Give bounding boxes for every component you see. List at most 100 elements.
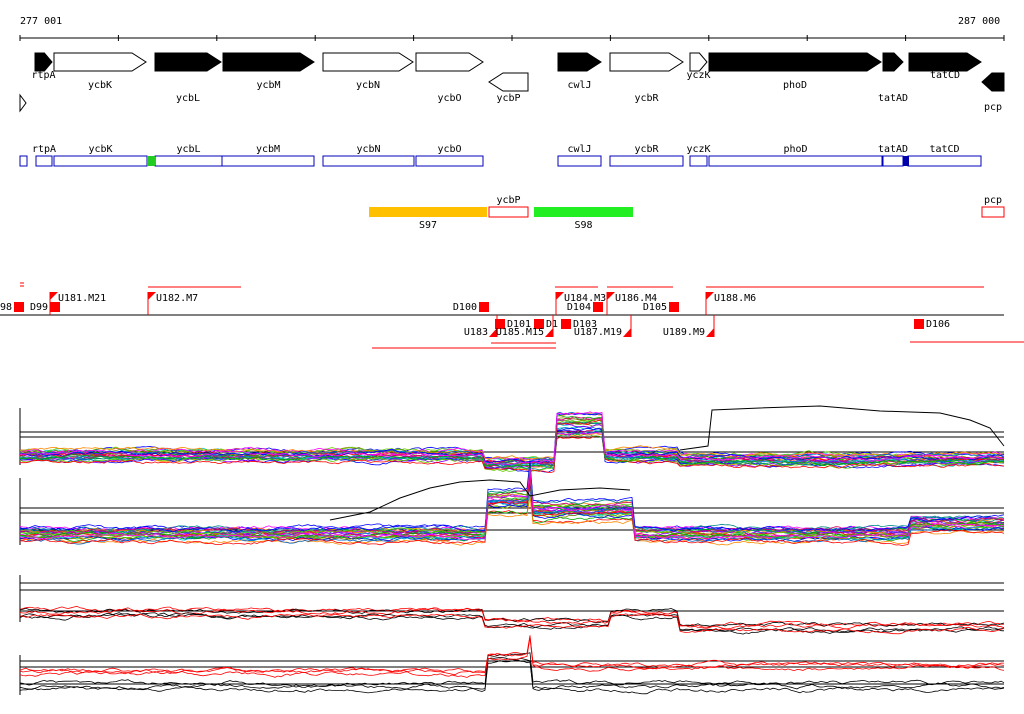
feature-marker-u[interactable]	[545, 328, 553, 337]
expression-trace	[19, 416, 1005, 465]
blue-gene-box[interactable]	[415, 155, 484, 167]
feature-label: D104	[567, 302, 591, 313]
gene-label: ycbK	[88, 80, 112, 91]
feature-marker-d[interactable]	[593, 302, 603, 312]
gene-arrow-tatCD[interactable]	[908, 52, 982, 72]
expression-panel-2	[19, 460, 1005, 547]
segment-label: S98	[574, 220, 592, 231]
expression-trace	[19, 635, 1005, 676]
gene-track-blue: rtpA ycbK ycbL ycbM ycbN ycbO cwlJ ycbR yczK phoD…	[19, 144, 982, 167]
feature-label: D103	[573, 319, 597, 330]
feature-marker-u[interactable]	[706, 328, 714, 337]
feature-marker-d[interactable]	[495, 319, 505, 329]
expression-trace	[19, 413, 1005, 464]
blue-gene-label: ycbO	[437, 144, 461, 155]
gene-arrow-cwlJ[interactable]	[557, 52, 602, 72]
feature-label: D101	[507, 319, 531, 330]
gene-label: cwlJ	[567, 80, 591, 91]
expression-trace	[19, 417, 1005, 462]
gene-arrow-ycbR[interactable]	[609, 52, 684, 72]
feature-label: D98	[0, 302, 12, 313]
feature-label: U185.M15	[496, 327, 544, 338]
feature-marker-d[interactable]	[534, 319, 544, 329]
blue-gene-label: phoD	[783, 144, 807, 155]
blue-gene-box[interactable]	[35, 155, 53, 167]
gene-label: yczK	[686, 70, 710, 81]
expression-trace	[19, 477, 1005, 536]
feature-marker-d[interactable]	[561, 319, 571, 329]
feature-marker-d[interactable]	[914, 319, 924, 329]
expression-trace	[19, 419, 1005, 473]
feature-marker-u[interactable]	[489, 328, 497, 337]
gene-label: pcp	[984, 102, 1002, 113]
expression-trace	[19, 465, 1005, 539]
gene-arrow-tatAD[interactable]	[882, 52, 904, 72]
expression-trace	[19, 612, 1005, 634]
blue-track-mark	[903, 156, 909, 166]
blue-gene-box[interactable]	[19, 155, 28, 167]
gene-arrow-ycbP[interactable]	[488, 72, 529, 92]
expression-trace	[19, 468, 1005, 541]
blue-gene-box[interactable]	[689, 155, 708, 167]
expression-panel-1	[19, 405, 1005, 473]
blue-gene-box[interactable]	[221, 155, 315, 167]
gene-label: ycbR	[634, 93, 659, 104]
feature-label: U188.M6	[714, 293, 756, 304]
blue-gene-box[interactable]	[907, 155, 982, 167]
feature-label: D99	[30, 302, 48, 313]
gene-arrow-phoD[interactable]	[708, 52, 882, 72]
expression-trace	[19, 433, 1005, 471]
expression-panel-4	[19, 635, 1005, 695]
feature-marker-u[interactable]	[607, 292, 615, 300]
gene-arrow-yczK[interactable]	[689, 52, 708, 72]
expression-trace	[19, 652, 1005, 688]
gene-arrow-ycbK[interactable]	[53, 52, 147, 72]
expression-trace	[20, 613, 1005, 635]
segment-S97[interactable]	[369, 207, 487, 217]
blue-track-mark	[147, 156, 155, 166]
feature-label: U183	[464, 327, 488, 338]
feature-label: U182.M7	[156, 293, 198, 304]
expression-trace	[19, 460, 1005, 533]
segment-track: S97 S98 ycbP pcp	[369, 195, 1005, 231]
blue-gene-box[interactable]	[882, 155, 904, 167]
feature-marker-u[interactable]	[50, 292, 58, 300]
expression-trace	[19, 478, 1005, 541]
expression-trace	[19, 656, 1005, 691]
gene-label: ycbO	[437, 93, 461, 104]
red-gene-box-pcp[interactable]	[981, 206, 1005, 218]
gene-label: rtpA	[31, 70, 55, 81]
blue-gene-label: ycbM	[256, 144, 280, 155]
blue-gene-box[interactable]	[708, 155, 883, 167]
gene-label: ycbM	[256, 80, 280, 91]
gene-arrow-ycbL[interactable]	[154, 52, 222, 72]
feature-marker-u[interactable]	[556, 292, 564, 300]
feature-label: U189.M9	[663, 327, 705, 338]
feature-label: U181.M21	[58, 293, 106, 304]
feature-marker-u[interactable]	[623, 328, 631, 337]
expression-trace	[19, 429, 1005, 462]
blue-gene-box[interactable]	[557, 155, 602, 167]
blue-gene-box[interactable]	[154, 155, 223, 167]
feature-label: D105	[643, 302, 667, 313]
gene-arrow-rtpA[interactable]	[34, 52, 53, 72]
blue-gene-box[interactable]	[322, 155, 415, 167]
blue-gene-box[interactable]	[609, 155, 684, 167]
coord-end-label: 287 000	[958, 16, 1000, 27]
feature-marker-d[interactable]	[14, 302, 24, 312]
gene-arrow-ycbM[interactable]	[222, 52, 315, 72]
blue-gene-box[interactable]	[53, 155, 148, 167]
feature-marker-d[interactable]	[669, 302, 679, 312]
feature-marker-d[interactable]	[479, 302, 489, 312]
blue-gene-label: ycbL	[176, 144, 200, 155]
feature-marker-d[interactable]	[50, 302, 60, 312]
feature-marker-u[interactable]	[148, 292, 156, 300]
gene-arrow-ycbN[interactable]	[322, 52, 414, 72]
segment-S98[interactable]	[534, 207, 633, 217]
blue-gene-label: tatCD	[929, 144, 959, 155]
feature-marker-u[interactable]	[706, 292, 714, 300]
gene-arrow-ycbO[interactable]	[415, 52, 484, 72]
segment-label: S97	[419, 220, 437, 231]
gene-arrow-pcp[interactable]	[981, 72, 1005, 92]
red-gene-box-ycbP[interactable]	[488, 206, 529, 218]
